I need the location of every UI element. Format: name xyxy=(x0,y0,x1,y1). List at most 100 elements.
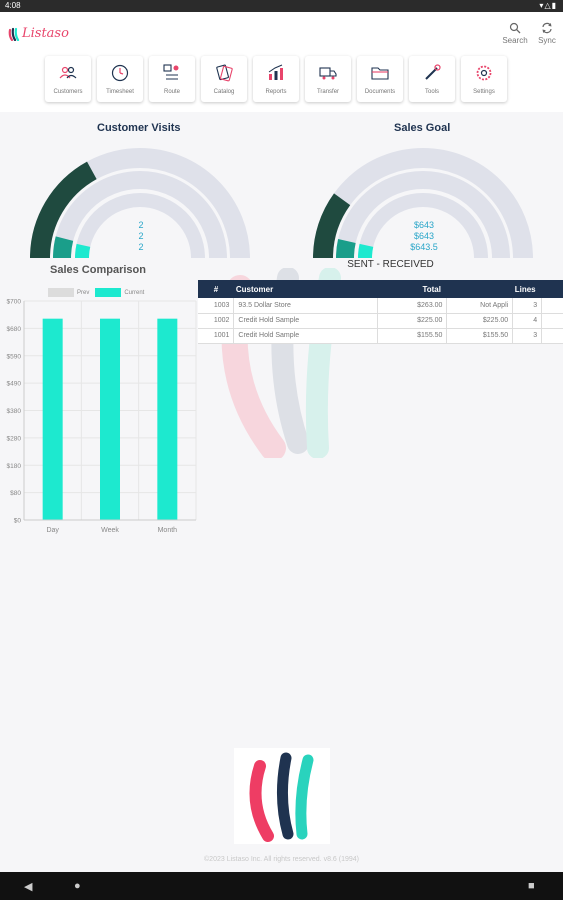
visits-gauge-track xyxy=(75,193,205,259)
visit-value: 2 xyxy=(138,242,144,252)
nav-label: Route xyxy=(163,89,180,95)
reports-icon xyxy=(268,64,283,80)
row-number: 1003 xyxy=(198,298,235,314)
nav-settings[interactable]: Settings xyxy=(461,56,507,102)
app-header: Listaso Search Sync Customers xyxy=(0,12,563,112)
row-lines: 4 xyxy=(512,313,543,329)
customers-icon xyxy=(59,66,77,79)
goal-gauge-arc xyxy=(313,193,351,259)
system-nav-bar: ◀ ● ■ xyxy=(0,872,563,900)
goal-gauge-arc xyxy=(336,239,356,259)
y-tick-label: $680 xyxy=(7,326,22,333)
nav-label: Timesheet xyxy=(106,89,134,95)
row-number: 1002 xyxy=(198,313,235,329)
home-icon[interactable]: ● xyxy=(74,880,81,892)
legend-label-prev: Prev xyxy=(77,289,90,296)
row-applied: $155.50 xyxy=(446,328,514,344)
legend-label-current: Current xyxy=(124,289,145,296)
nav-label: Catalog xyxy=(213,89,235,95)
x-tick-label: Month xyxy=(158,527,178,534)
bar-current[interactable] xyxy=(42,318,63,520)
row-applied: Not Appli xyxy=(446,298,514,314)
legend-prev[interactable]: Prev xyxy=(48,288,89,297)
visit-value: 2 xyxy=(138,220,144,230)
row-lines: 3 xyxy=(512,328,543,344)
row-applied: $225.00 xyxy=(446,313,514,329)
y-tick-label: $180 xyxy=(7,463,22,470)
nav-catalog[interactable]: Catalog xyxy=(201,56,247,102)
sync-label: Sync xyxy=(538,36,556,45)
y-tick-label: $380 xyxy=(7,408,22,415)
table-header-row: # Customer Total Lines xyxy=(198,280,563,298)
row-customer: Credit Hold Sample xyxy=(233,313,378,329)
col-total: Total xyxy=(377,280,447,298)
sales-comparison-chart: $700 $680 $590 $490 $380 $280 $180 $80 $0 Day Week… xyxy=(7,299,197,534)
truck-icon xyxy=(319,67,337,80)
footer-logo xyxy=(234,748,330,844)
status-time: 4:08 xyxy=(5,1,21,10)
table-row[interactable]: 1001 Credit Hold Sample $155.50 $155.50 … xyxy=(198,328,563,344)
back-icon[interactable]: ◀ xyxy=(24,881,33,893)
visits-gauge-arc xyxy=(53,236,74,259)
nav-customers[interactable]: Customers xyxy=(45,56,91,102)
recents-icon[interactable]: ■ xyxy=(528,880,535,892)
nav-tools[interactable]: Tools xyxy=(409,56,455,102)
status-bar: 4:08 ▾△▮ xyxy=(0,0,563,12)
customer-visits-values: 2 2 2 xyxy=(111,220,171,253)
sent-received-panel: SENT - RECEIVED # Customer Total Lines 1… xyxy=(198,258,563,344)
nav-transfer[interactable]: Transfer xyxy=(305,56,351,102)
visits-gauge-arc xyxy=(75,243,91,259)
col-customer: Customer xyxy=(233,280,378,298)
folder-icon xyxy=(371,67,389,80)
sync-button[interactable]: Sync xyxy=(532,22,562,45)
nav-label: Documents xyxy=(364,89,396,95)
col-number: # xyxy=(198,280,234,298)
app-logo: Listaso xyxy=(8,26,69,41)
col-extra xyxy=(541,280,563,298)
main-nav: Customers Timesheet Route Catalog xyxy=(45,56,507,102)
nav-timesheet[interactable]: Timesheet xyxy=(97,56,143,102)
nav-label: Tools xyxy=(424,89,439,95)
legend-swatch-prev xyxy=(48,288,74,297)
clock-icon xyxy=(111,64,129,82)
row-total: $225.00 xyxy=(377,313,448,329)
sales-goal-values: $643 $643 $643.5 xyxy=(394,220,454,253)
search-label: Search xyxy=(502,36,528,45)
customer-visits-title: Customer Visits xyxy=(97,122,181,134)
y-tick-label: $0 xyxy=(14,518,22,525)
nav-route[interactable]: Route xyxy=(149,56,195,102)
copyright-text: ©2023 Listaso Inc. All rights reserved. … xyxy=(204,856,359,863)
row-number: 1001 xyxy=(198,328,235,344)
goal-gauge-track xyxy=(336,171,510,259)
row-extra: 3 xyxy=(541,328,563,344)
row-extra: 4 xyxy=(541,313,563,329)
chart-legend: Prev Current xyxy=(48,288,150,297)
goal-value: $643 xyxy=(413,220,435,230)
nav-label: Customers xyxy=(53,89,83,95)
x-tick-label: Week xyxy=(101,527,119,534)
row-lines: 3 xyxy=(512,298,543,314)
bar-current[interactable] xyxy=(157,318,178,520)
nav-reports[interactable]: Reports xyxy=(253,56,299,102)
search-button[interactable]: Search xyxy=(500,22,530,45)
visits-gauge-track xyxy=(53,171,227,259)
y-tick-label: $80 xyxy=(10,490,21,497)
row-customer: 93.5 Dollar Store xyxy=(233,298,378,314)
col-secondary xyxy=(446,280,513,298)
legend-swatch-current xyxy=(95,288,122,297)
table-row[interactable]: 1003 93.5 Dollar Store $263.00 Not Appli… xyxy=(198,298,563,314)
goal-value: $643 xyxy=(413,231,435,241)
nav-label: Settings xyxy=(473,89,495,95)
nav-label: Transfer xyxy=(316,89,340,95)
route-icon xyxy=(163,64,179,80)
gear-icon xyxy=(476,65,492,81)
legend-current[interactable]: Current xyxy=(95,288,144,297)
row-total: $155.50 xyxy=(377,328,448,344)
table-row[interactable]: 1002 Credit Hold Sample $225.00 $225.00 … xyxy=(198,313,563,329)
bar-current[interactable] xyxy=(100,318,120,520)
sales-comparison-title: Sales Comparison xyxy=(50,264,146,276)
goal-value: $643.5 xyxy=(410,242,438,252)
listaso-mark-icon xyxy=(249,752,314,842)
nav-documents[interactable]: Documents xyxy=(357,56,403,102)
row-customer: Credit Hold Sample xyxy=(233,328,378,344)
